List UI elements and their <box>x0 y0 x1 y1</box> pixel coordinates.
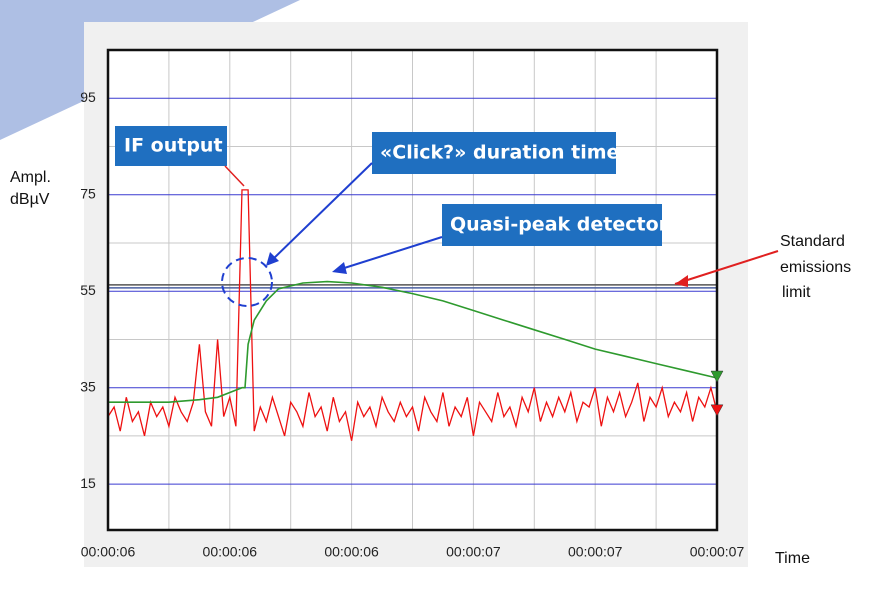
x-tick-label: 00:00:06 <box>324 544 379 560</box>
annotation-box <box>115 126 227 166</box>
end-marker <box>710 404 724 417</box>
arrow-head <box>266 252 279 266</box>
arrow <box>337 236 443 271</box>
x-tick-label: 00:00:07 <box>568 544 623 560</box>
x-tick-label: 00:00:07 <box>446 544 501 560</box>
annotation: Quasi-peak detector <box>450 214 669 236</box>
arrow <box>674 250 779 285</box>
end-marker <box>710 370 724 383</box>
arrow-head <box>332 262 347 274</box>
y-tick-label: 35 <box>80 378 96 394</box>
annotation-box <box>442 204 662 246</box>
plot-frame <box>106 48 719 532</box>
x-tick-label: 00:00:07 <box>690 544 745 560</box>
y-tick-label: 15 <box>80 475 96 491</box>
limit-label: emissions <box>780 259 851 276</box>
y-axis-label: dBµV <box>10 191 50 208</box>
y-tick-label: 95 <box>80 89 96 105</box>
pointer <box>224 165 245 187</box>
annotation: IF output <box>124 135 223 157</box>
series-line <box>108 280 718 403</box>
y-axis-label: Ampl. <box>10 169 51 186</box>
y-tick-label: 55 <box>80 282 96 298</box>
arrow-head <box>675 275 688 287</box>
annotation-box <box>372 132 616 174</box>
x-tick-label: 00:00:06 <box>81 544 136 560</box>
limit-label: Standard <box>780 233 845 250</box>
limit-label: limit <box>782 284 811 301</box>
series-line <box>107 189 718 441</box>
y-tick-label: 75 <box>80 185 96 201</box>
annotation: «Click?» duration time <box>380 142 619 164</box>
highlight <box>221 257 273 307</box>
arrow <box>269 162 373 263</box>
x-axis-label: Time <box>775 550 810 567</box>
x-tick-label: 00:00:06 <box>203 544 258 560</box>
